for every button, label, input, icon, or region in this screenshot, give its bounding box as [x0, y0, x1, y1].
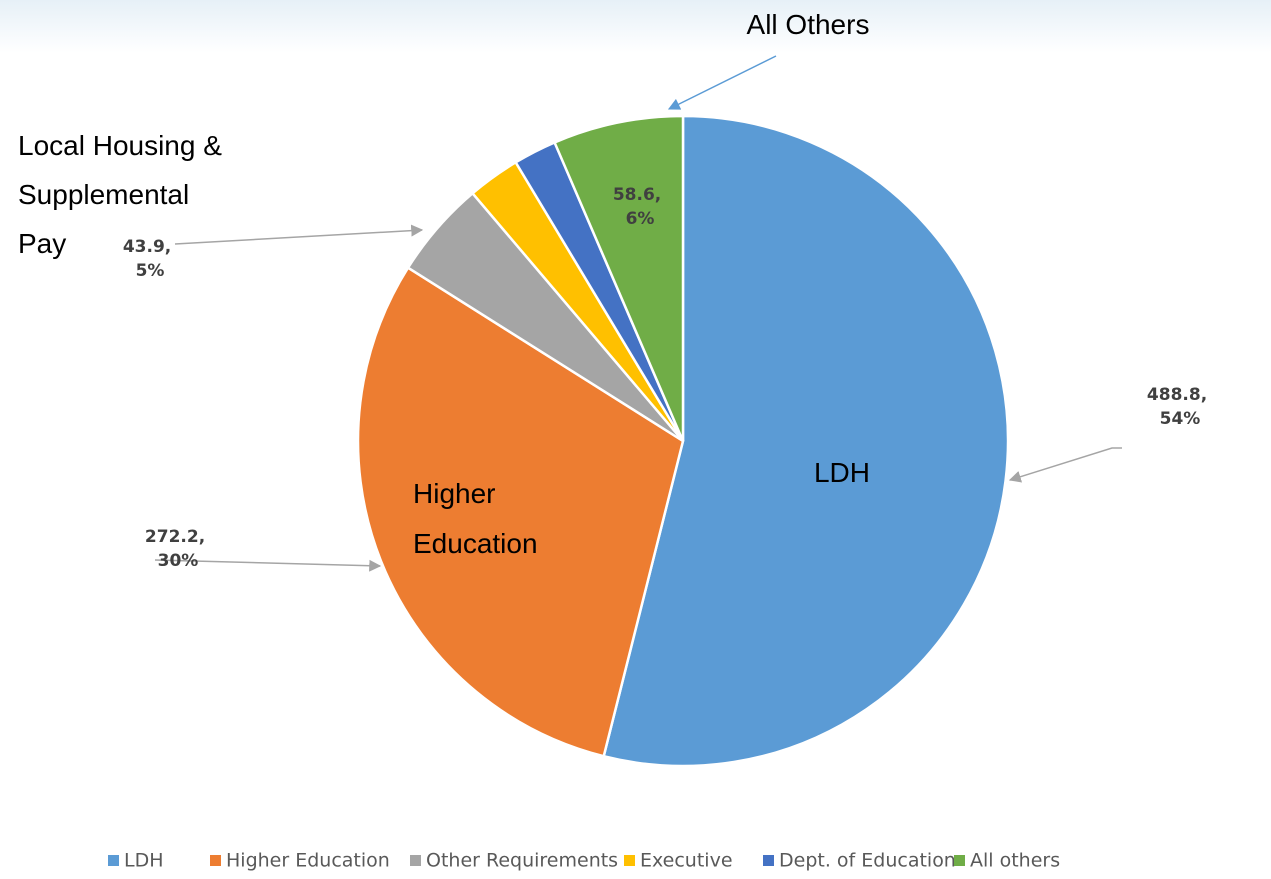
- legend-swatch: [624, 855, 635, 866]
- legend-label: Other Requirements: [426, 850, 618, 872]
- annotation: All Others: [747, 9, 870, 40]
- data-label: 43.9, 5%: [123, 237, 177, 281]
- leader-lines: [154, 55, 1122, 572]
- legend-label: LDH: [124, 850, 164, 872]
- leader-line: [174, 224, 424, 245]
- data-label: 272.2, 30%: [145, 527, 211, 571]
- annotation: Local Housing & Supplemental Pay: [18, 130, 230, 259]
- legend-swatch: [954, 855, 965, 866]
- legend-swatch: [210, 855, 221, 866]
- legend-swatch: [410, 855, 421, 866]
- pie-slice: [552, 114, 685, 442]
- legend-label: Executive: [640, 850, 733, 872]
- legend-label: All others: [970, 850, 1060, 872]
- data-label: 58.6, 6%: [613, 185, 667, 229]
- annotation: LDH: [814, 457, 870, 488]
- legend-swatch: [108, 855, 119, 866]
- pie-slice: [602, 114, 1010, 768]
- leader-line: [667, 55, 777, 110]
- data-label: 488.8, 54%: [1147, 385, 1213, 429]
- leader-line: [154, 559, 382, 572]
- leader-line: [1008, 447, 1122, 483]
- legend-label: Higher Education: [226, 850, 390, 872]
- annotation: Higher Education: [413, 478, 538, 559]
- legend-label: Dept. of Education: [779, 850, 956, 872]
- legend-swatch: [763, 855, 774, 866]
